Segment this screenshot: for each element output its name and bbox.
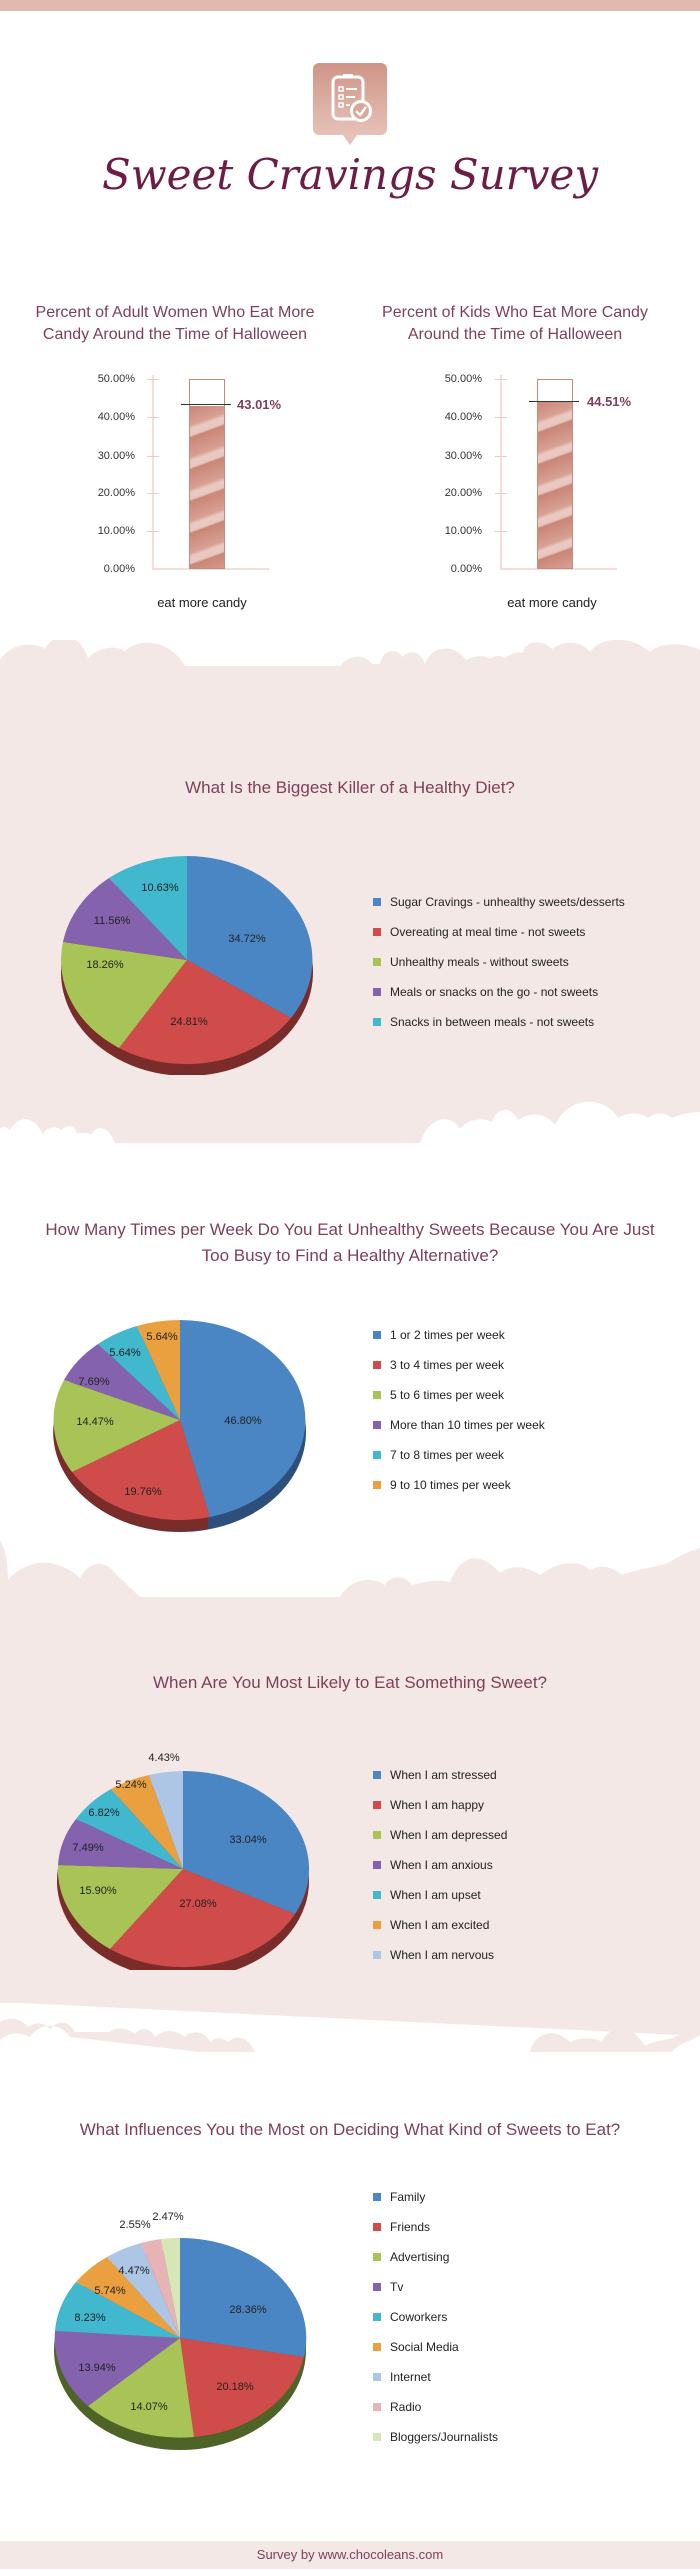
slice-label: 4.43% <box>148 1752 179 1764</box>
bar-chart-kids: 50.00% 40.00% 30.00% 20.00% 10.00% 0.00%… <box>350 370 650 630</box>
legend-item: When I am nervous <box>373 1940 507 1970</box>
x-category-label: eat more candy <box>157 595 247 610</box>
pie-chart-healthy-diet: 34.72% 24.81% 18.26% 11.56% 10.63% <box>55 855 325 1080</box>
legend-item: Unhealthy meals - without sweets <box>373 947 625 977</box>
y-tick: 20.00% <box>444 487 482 499</box>
pie-chart-times-per-week: 46.80% 19.76% 14.47% 7.69% 5.64% 5.64% <box>50 1318 320 1543</box>
legend-item: Radio <box>373 2392 498 2422</box>
y-tick: 50.00% <box>444 373 482 385</box>
slice-label: 27.08% <box>179 1898 217 1910</box>
slice-label: 19.76% <box>124 1486 162 1498</box>
legend-item: Overeating at meal time - not sweets <box>373 917 625 947</box>
slice-label: 33.04% <box>229 1834 267 1846</box>
footer-credit: Survey by www.chocoleans.com <box>0 2541 700 2569</box>
pie-legend-sweet-timing: When I am stressed When I am happy When … <box>373 1760 507 1970</box>
slice-label: 20.18% <box>216 2381 254 2393</box>
y-tick: 40.00% <box>97 411 135 423</box>
cloud-divider-top <box>0 1540 700 1600</box>
slice-label: 34.72% <box>228 933 266 945</box>
page-title: Sweet Cravings Survey <box>101 150 599 199</box>
legend-item: More than 10 times per week <box>373 1410 545 1440</box>
bar-chart-title-women: Percent of Adult Women Who Eat More Cand… <box>35 304 315 343</box>
slice-label: 5.64% <box>109 1347 140 1359</box>
cloud-divider-bottom <box>0 1098 700 1143</box>
legend-item: Sugar Cravings - unhealthy sweets/desser… <box>373 887 625 917</box>
slice-label: 2.47% <box>152 2211 183 2223</box>
legend-item: Social Media <box>373 2332 498 2362</box>
slice-label: 13.94% <box>78 2362 116 2374</box>
slice-label: 8.23% <box>74 2312 105 2324</box>
legend-item: Advertising <box>373 2242 498 2272</box>
x-category-label: eat more candy <box>507 595 597 610</box>
bar-chart-women: 50.00% 40.00% 30.00% 20.00% 10.00% 0.00%… <box>0 370 300 630</box>
pie-title-times-per-week: How Many Times per Week Do You Eat Unhea… <box>45 1220 655 1265</box>
slice-label: 14.07% <box>130 2401 168 2413</box>
pie-legend-healthy-diet: Sugar Cravings - unhealthy sweets/desser… <box>373 887 625 1037</box>
slice-label: 18.26% <box>86 959 124 971</box>
pie-title-healthy-diet: What Is the Biggest Killer of a Healthy … <box>185 778 515 797</box>
legend-item: When I am excited <box>373 1910 507 1940</box>
legend-item: Meals or snacks on the go - not sweets <box>373 977 625 1007</box>
y-tick: 30.00% <box>444 450 482 462</box>
legend-item: Internet <box>373 2362 498 2392</box>
slice-label: 5.24% <box>115 1779 146 1791</box>
bar-value-label: 44.51% <box>587 394 632 409</box>
bar-eat-more-candy <box>537 379 573 569</box>
slice-label: 7.49% <box>72 1842 103 1854</box>
legend-item: 1 or 2 times per week <box>373 1320 545 1350</box>
slice-label: 7.69% <box>78 1376 109 1388</box>
slice-label: 10.63% <box>141 882 179 894</box>
slice-label: 5.74% <box>94 2285 125 2297</box>
y-tick: 30.00% <box>97 450 135 462</box>
slice-label: 24.81% <box>170 1016 208 1028</box>
slice-label: 6.82% <box>88 1807 119 1819</box>
pie-title-sweet-timing: When Are You Most Likely to Eat Somethin… <box>152 1673 548 1692</box>
pie-chart-influences: 28.36% 20.18% 14.07% 13.94% 8.23% 5.74% … <box>45 2210 315 2455</box>
top-accent-bar <box>0 0 700 11</box>
legend-item: 3 to 4 times per week <box>373 1350 545 1380</box>
survey-checklist-icon <box>313 63 387 145</box>
legend-item: Friends <box>373 2212 498 2242</box>
y-tick: 0.00% <box>103 563 135 575</box>
cloud-divider-top <box>0 640 700 700</box>
legend-item: When I am depressed <box>373 1820 507 1850</box>
legend-item: When I am upset <box>373 1880 507 1910</box>
pie-chart-sweet-timing: 33.04% 27.08% 15.90% 7.49% 6.82% 5.24% 4… <box>50 1745 320 1979</box>
pie-legend-times-per-week: 1 or 2 times per week 3 to 4 times per w… <box>373 1320 545 1500</box>
legend-item: Snacks in between meals - not sweets <box>373 1007 625 1037</box>
slice-label: 14.47% <box>76 1416 114 1428</box>
pie-title-influences: What Influences You the Most on Deciding… <box>79 2120 621 2139</box>
bar-value-label: 43.01% <box>237 397 282 412</box>
y-tick: 10.00% <box>97 525 135 537</box>
y-tick: 20.00% <box>97 487 135 499</box>
bar-chart-title-kids: Percent of Kids Who Eat More Candy Aroun… <box>382 304 648 343</box>
slice-label: 28.36% <box>229 2304 267 2316</box>
pie-legend-influences: Family Friends Advertising Tv Coworkers … <box>373 2182 498 2452</box>
legend-item: Coworkers <box>373 2302 498 2332</box>
slice-label: 4.47% <box>118 2265 149 2277</box>
y-tick: 0.00% <box>450 563 482 575</box>
legend-item: When I am stressed <box>373 1760 507 1790</box>
slice-label: 5.64% <box>146 1331 177 1343</box>
slice-label: 2.55% <box>119 2219 150 2231</box>
slice-label: 46.80% <box>224 1415 262 1427</box>
legend-item: When I am happy <box>373 1790 507 1820</box>
legend-item: Bloggers/Journalists <box>373 2422 498 2452</box>
slice-label: 15.90% <box>79 1885 117 1897</box>
y-tick: 10.00% <box>444 525 482 537</box>
y-tick: 50.00% <box>97 373 135 385</box>
cloud-divider-bottom <box>0 2002 700 2052</box>
legend-item: When I am anxious <box>373 1850 507 1880</box>
legend-item: 5 to 6 times per week <box>373 1380 545 1410</box>
legend-item: Tv <box>373 2272 498 2302</box>
y-tick: 40.00% <box>444 411 482 423</box>
legend-item: 9 to 10 times per week <box>373 1470 545 1500</box>
slice-label: 11.56% <box>94 915 131 927</box>
bar-eat-more-candy <box>189 379 225 569</box>
legend-item: 7 to 8 times per week <box>373 1440 545 1470</box>
legend-item: Family <box>373 2182 498 2212</box>
